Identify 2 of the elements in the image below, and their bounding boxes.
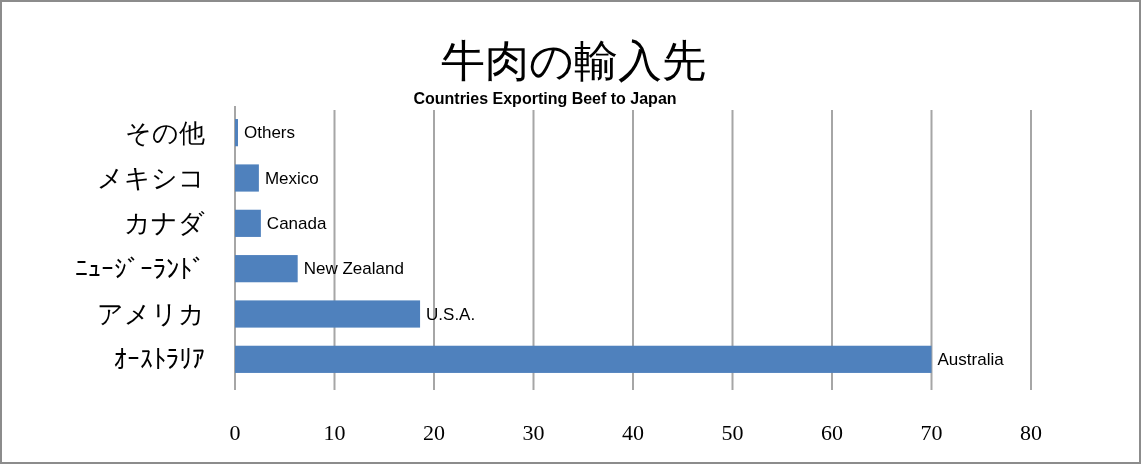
chart-title: 牛肉の輸入先 [440, 35, 706, 86]
chart-subtitle: Countries Exporting Beef to Japan [413, 90, 677, 107]
